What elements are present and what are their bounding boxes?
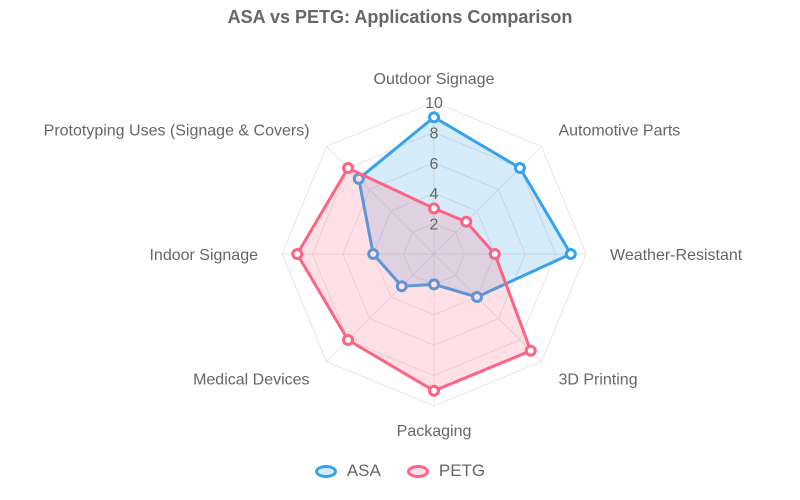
data-point-asa	[513, 162, 526, 175]
data-point-petg	[291, 248, 304, 260]
data-point-petg	[488, 248, 501, 260]
legend-label-asa: ASA	[346, 461, 381, 480]
data-point-asa	[367, 248, 380, 260]
data-point-petg	[342, 333, 355, 346]
radar-ticks: 2 4 6 8 10	[425, 95, 443, 234]
data-point-asa	[470, 290, 483, 303]
tick-label: 10	[425, 95, 443, 112]
data-point-petg	[428, 384, 440, 397]
legend-swatch-petg	[406, 464, 429, 478]
radar-axis-labels: Outdoor Signage Automotive Parts Weather-R…	[44, 71, 743, 440]
data-point-petg	[460, 215, 473, 228]
axis-label: 3D Printing	[558, 371, 637, 388]
grid-spoke	[433, 253, 542, 362]
data-point-asa	[428, 278, 440, 291]
legend-item-asa[interactable]: ASA	[314, 461, 381, 481]
data-point-asa	[564, 248, 577, 260]
axis-label: Packaging	[397, 423, 472, 440]
axis-label: Prototyping Uses (Signage & Covers)	[44, 123, 310, 140]
legend-label-petg: PETG	[438, 461, 486, 480]
axis-label: Automotive Parts	[558, 123, 680, 140]
legend-item-petg[interactable]: PETG	[406, 461, 486, 481]
data-point-asa	[395, 280, 408, 293]
chart-title: ASA vs PETG: Applications Comparison	[227, 7, 573, 27]
tick-label: 6	[430, 156, 439, 173]
data-point-asa	[428, 111, 440, 124]
data-point-petg	[524, 344, 537, 357]
tick-label: 8	[430, 125, 439, 142]
axis-label: Weather-Resistant	[610, 247, 743, 264]
radar-series	[291, 111, 577, 397]
tick-label: 2	[430, 217, 439, 234]
axis-label: Outdoor Signage	[374, 71, 495, 88]
data-point-petg	[342, 162, 355, 175]
axis-label: Indoor Signage	[149, 247, 258, 264]
legend-swatch-asa	[314, 464, 337, 478]
axis-label: Medical Devices	[193, 371, 309, 388]
tick-label: 4	[430, 186, 439, 203]
legend: ASA PETG	[0, 461, 800, 481]
data-point-petg	[428, 202, 440, 215]
